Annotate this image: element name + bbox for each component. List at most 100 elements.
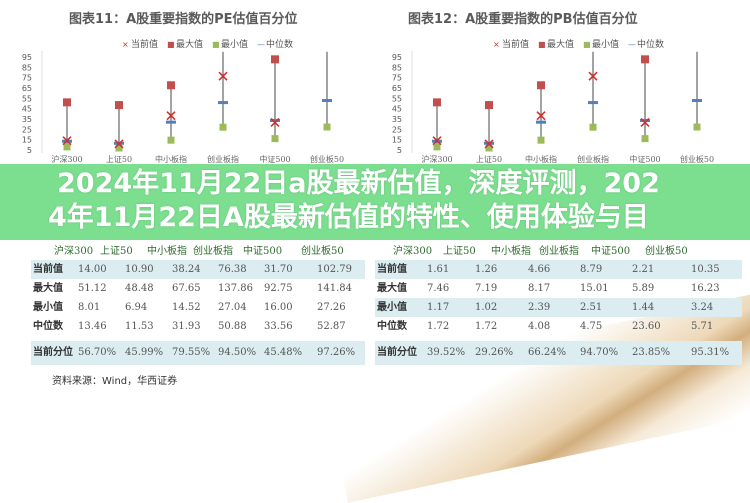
table-cell: 11.53 [125,321,154,332]
row-label: 中位数 [377,321,407,332]
row-label: 最大值 [377,283,407,294]
table-column-header: 沪深300 [393,246,433,257]
table-row: 最小值 8.01 6.94 14.52 27.04 16.00 27.26 [31,298,365,317]
table-cell: 13.46 [78,321,107,332]
y-tick-label: 95 [22,53,32,62]
table-cell: 7.46 [427,283,450,294]
y-tick-label: 75 [22,74,32,83]
row-label: 最小值 [377,302,407,313]
table-cell: 97.26% [317,347,356,358]
x-tick-label: 沪深300 [51,154,82,164]
table-cell: 23.85% [632,347,671,358]
y-tick-label: 45 [392,105,402,114]
min-marker [433,143,441,151]
table-cell: 1.72 [427,321,450,332]
table-cell: 2.21 [632,264,655,275]
median-marker [270,118,280,122]
min-marker [485,144,493,152]
row-label: 最小值 [33,302,63,313]
headline-line-2: 4年11月22日A股最新估值的特性、使用体验与目 [48,202,649,233]
table-cell: 8.79 [580,264,603,275]
table-cell: 51.12 [78,283,107,294]
row-label: 最大值 [33,283,63,294]
table-cell: 45.48% [264,347,303,358]
table-cell: 1.26 [475,264,498,275]
current-marker [218,71,228,81]
min-marker [167,136,175,144]
y-tick-label: 75 [392,74,402,83]
legend-marker: — [257,40,265,49]
legend-marker: × [122,40,129,49]
y-tick-label: 25 [22,125,32,134]
table-cell: 16.23 [691,283,720,294]
table-cell: 1.72 [475,321,498,332]
y-tick-label: 55 [392,94,402,103]
max-marker [433,98,441,107]
table-cell: 94.50% [218,347,257,358]
table-row: 最小值 1.17 1.02 2.39 2.51 1.44 3.24 [375,298,742,317]
current-marker [432,136,442,146]
table-row: 当前分位 56.70% 45.99% 79.55% 94.50% 45.48% 97.26% [31,341,365,365]
y-tick-label: 5 [397,146,402,155]
table-cell: 56.70% [78,347,117,358]
median-marker [166,120,176,124]
max-marker [485,101,493,110]
median-marker [322,99,332,103]
current-marker [640,117,650,127]
source-note: 资料来源：Wind，华西证券 [52,376,178,387]
median-marker [692,99,702,103]
x-tick-label: 沪深300 [421,154,452,164]
table-cell: 102.79 [317,264,352,275]
current-marker [484,139,494,149]
x-tick-label: 上证50 [476,155,502,164]
current-marker [114,139,124,149]
table-cell: 7.19 [475,283,498,294]
table-cell: 66.24% [528,347,567,358]
table-cell: 48.48 [125,283,154,294]
y-tick-label: 45 [22,105,32,114]
chart-title-pb: 图表12：A股重要指数的PB估值百分位 [408,12,638,27]
median-marker [536,120,546,124]
table-column-header: 创业板指 [193,246,233,257]
table-cell: 3.24 [691,302,714,313]
y-tick-label: 35 [22,115,32,124]
y-tick-label: 15 [392,136,402,145]
x-tick-label: 中证500 [259,154,290,164]
table-cell: 1.17 [427,302,450,313]
max-marker [115,101,123,110]
table-cell: 4.08 [528,321,551,332]
table-column-header: 中小板指 [147,246,187,257]
legend-label: 当前值 [502,38,529,50]
current-marker [270,117,280,127]
legend-marker: ■ [212,40,220,49]
table-cell: 50.88 [218,321,247,332]
current-marker [166,111,176,121]
row-label: 当前分位 [33,347,73,358]
table-cell: 14.00 [78,264,107,275]
x-tick-label: 中证500 [629,154,660,164]
table-cell: 8.17 [528,283,551,294]
table-cell: 67.65 [172,283,201,294]
max-marker [537,81,545,90]
median-marker [640,118,650,122]
table-cell: 5.71 [691,321,714,332]
table-cell: 27.04 [218,302,247,313]
max-marker [167,81,175,90]
table-row: 中位数 1.72 1.72 4.08 4.75 23.60 5.71 [375,317,742,336]
legend-label: 当前值 [131,38,158,50]
legend-marker: × [493,40,500,49]
table-cell: 15.01 [580,283,609,294]
table-column-header: 上证50 [443,246,476,257]
x-tick-label: 创业板50 [310,154,344,164]
table-cell: 4.75 [580,321,603,332]
table-cell: 141.84 [317,283,352,294]
table-cell: 39.52% [427,347,466,358]
x-tick-label: 创业板50 [680,154,714,164]
row-label: 当前值 [377,264,407,275]
min-marker [271,135,279,143]
table-column-header: 沪深300 [54,246,94,257]
table-row: 当前分位 39.52% 29.26% 66.24% 94.70% 23.85% 95.31% [375,341,742,365]
legend-label: 最大值 [176,38,203,50]
